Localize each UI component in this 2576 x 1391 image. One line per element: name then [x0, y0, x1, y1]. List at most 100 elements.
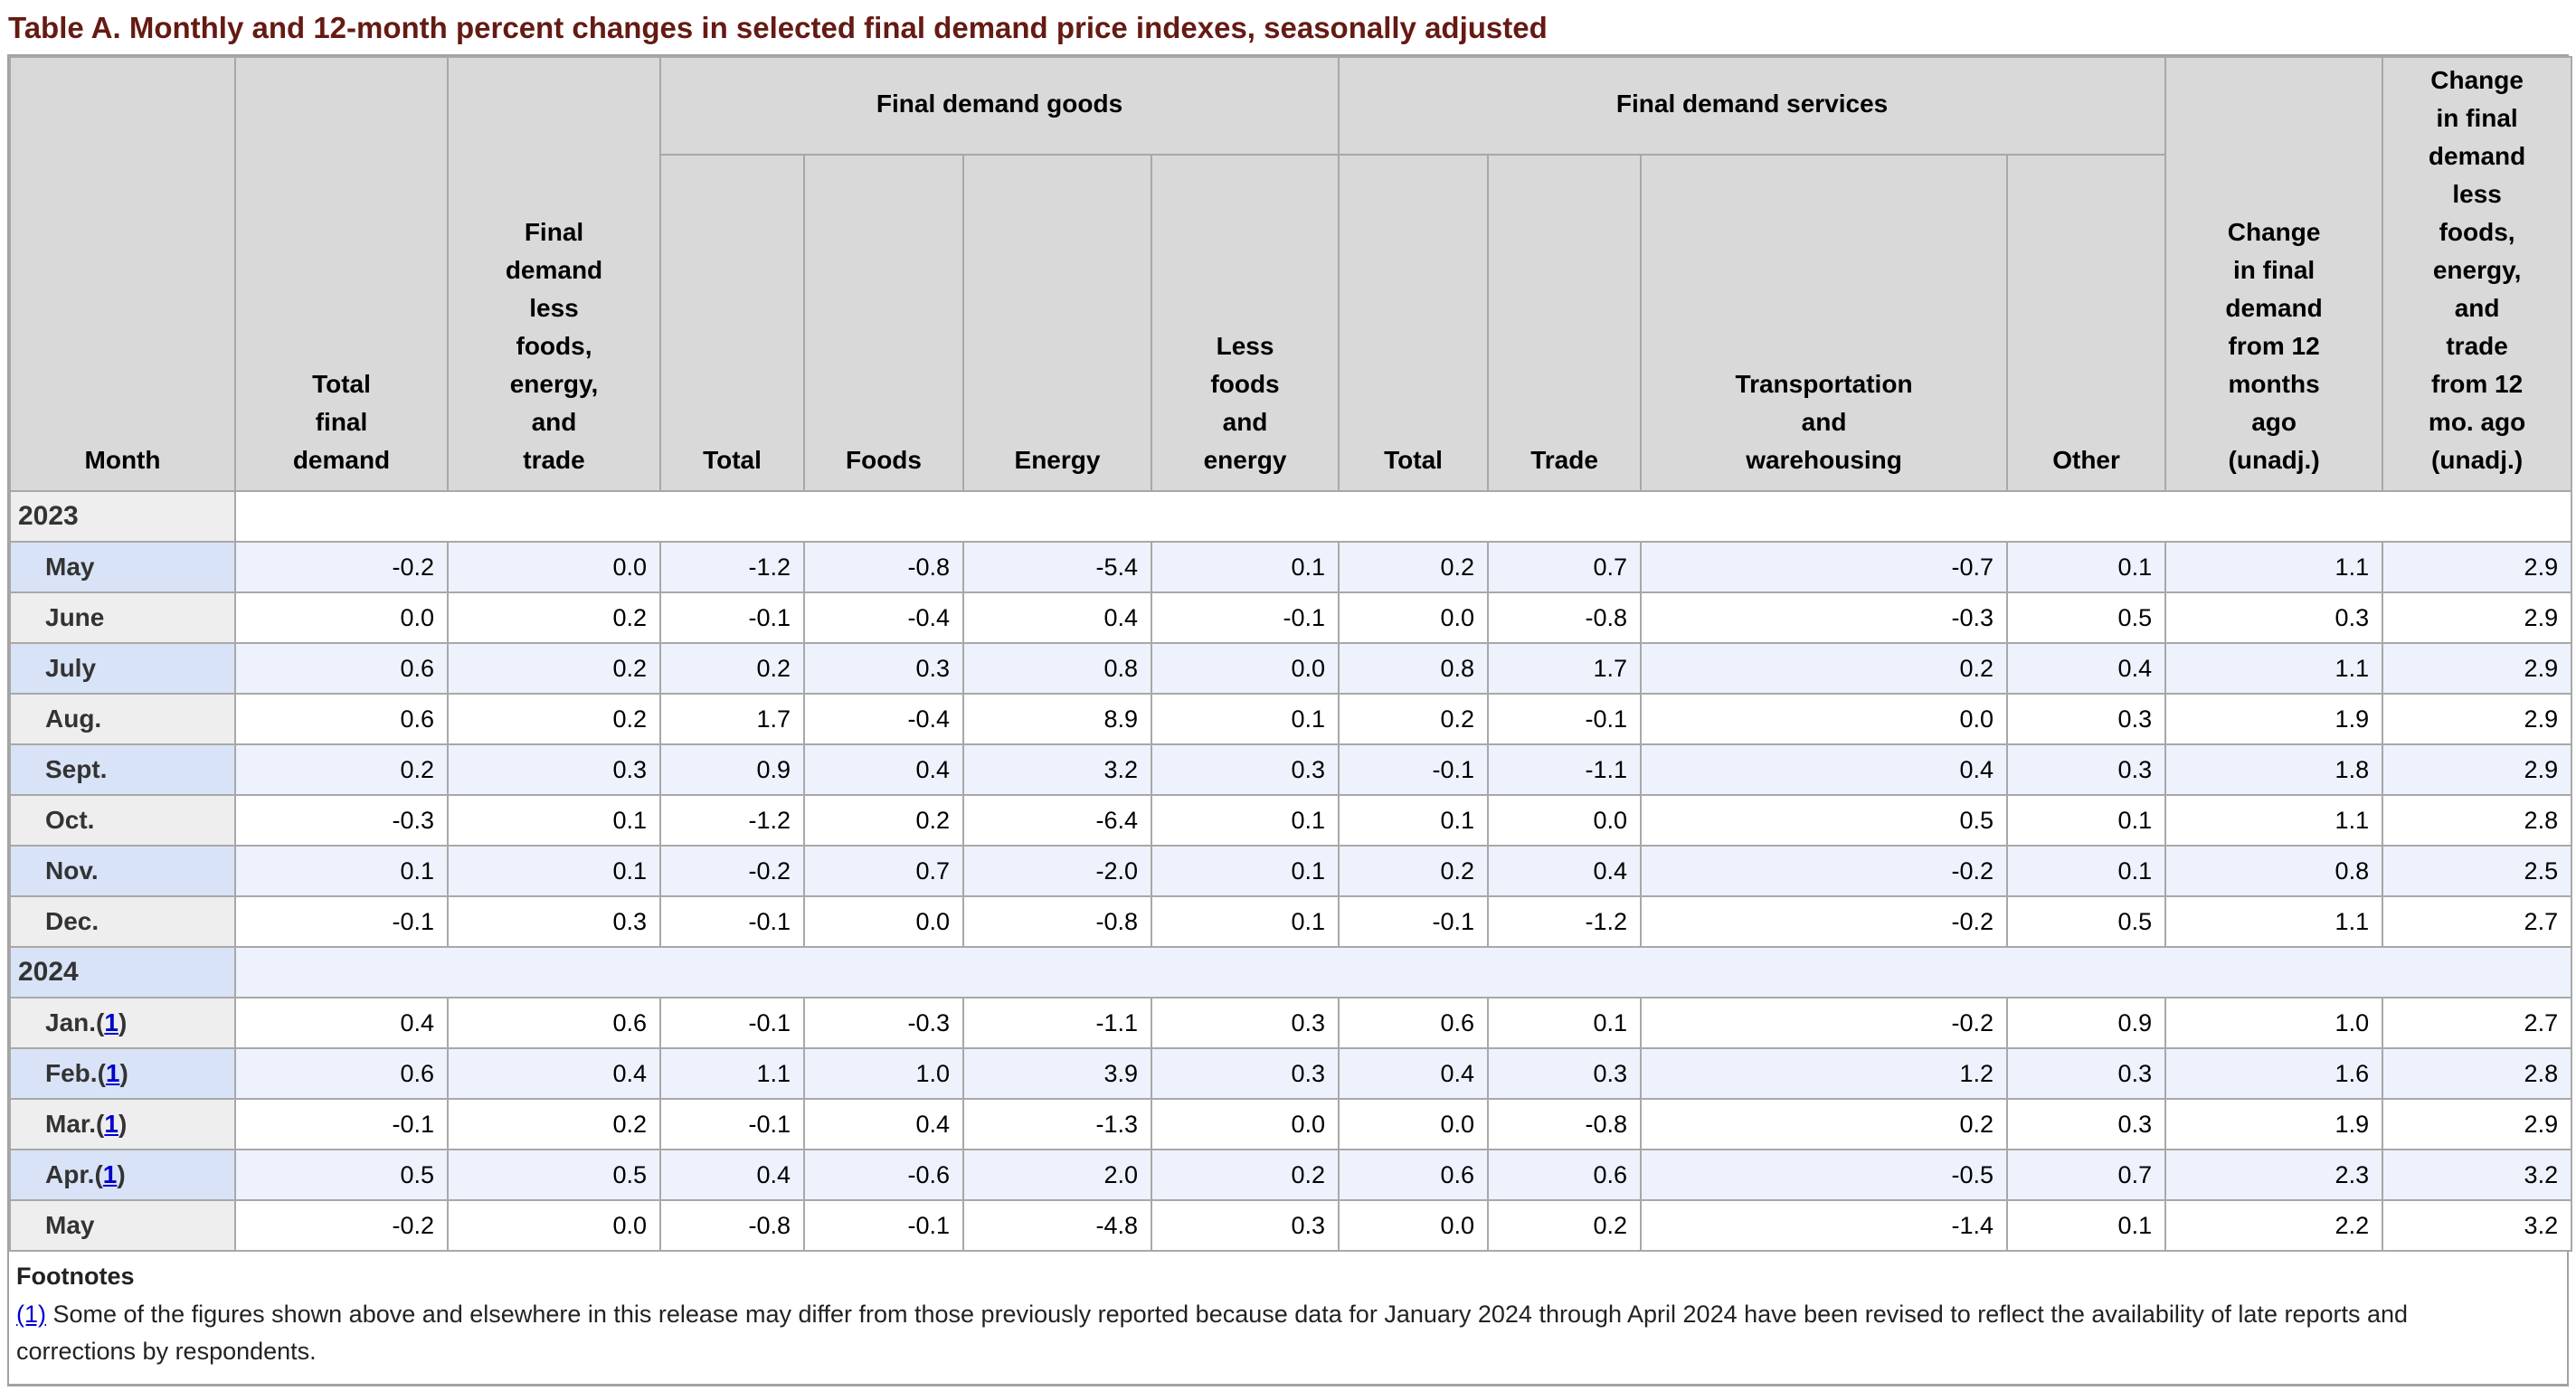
value-cell-june-2023-change-12mo: 0.3 [2164, 591, 2384, 644]
data-row-apr-2024: Apr.(1) 0.5 0.5 0.4 -0.6 2.0 0.2 0.6 0.6 -0.5 0.7 2… [9, 1149, 2573, 1201]
value-cell-may-2024-change-less-12mo: 3.2 [2382, 1199, 2573, 1252]
value-cell-jan-2024-services-trade: 0.1 [1487, 997, 1643, 1049]
row-header-feb-2024: Feb.(1) [9, 1047, 236, 1100]
value-cell-june-2023-goods-energy: 0.4 [962, 591, 1152, 644]
value-cell-jan-2024-change-less-12mo: 2.7 [2382, 997, 2573, 1049]
group-header-final-demand-goods: Final demand goods [658, 56, 1340, 156]
value-cell-july-2023-services-trade: 1.7 [1487, 642, 1643, 695]
data-row-dec-2023: Dec. -0.1 0.3 -0.1 0.0 -0.8 0.1 -0.1 -1.2 -0.2 0.5… [9, 895, 2573, 948]
col-header-total-final-demand: Total final demand [234, 56, 449, 492]
value-cell-feb-2024-less-foods-energy-trade: 0.4 [447, 1047, 661, 1100]
row-header-jan-2024: Jan.(1) [9, 997, 236, 1049]
value-cell-aug-2023-total-final-demand: 0.6 [234, 693, 449, 745]
value-cell-feb-2024-goods-less-foods-energy: 0.3 [1150, 1047, 1340, 1100]
data-row-may-2024: May -0.2 0.0 -0.8 -0.1 -4.8 0.3 0.0 0.2 -1.4 0.1 2.… [9, 1199, 2573, 1252]
value-cell-may-2024-goods-energy: -4.8 [962, 1199, 1152, 1252]
value-cell-may-2023-services-other: 0.1 [2006, 541, 2167, 593]
value-cell-oct-2023-goods-foods: 0.2 [803, 794, 964, 847]
footnote-ref-link-mar-2024[interactable]: 1 [104, 1110, 118, 1138]
value-cell-may-2024-services-transportation-warehousing: -1.4 [1640, 1199, 2009, 1252]
page-title: Table A. Monthly and 12-month percent ch… [8, 11, 1548, 44]
footnote-ref-link-jan-2024[interactable]: 1 [104, 1008, 118, 1036]
value-cell-sept-2023-change-12mo: 1.8 [2164, 743, 2384, 796]
value-cell-apr-2024-services-other: 0.7 [2006, 1149, 2167, 1201]
value-cell-dec-2023-services-other: 0.5 [2006, 895, 2167, 948]
value-cell-may-2023-goods-foods: -0.8 [803, 541, 964, 593]
value-cell-june-2023-services-other: 0.5 [2006, 591, 2167, 644]
value-cell-mar-2024-total-final-demand: -0.1 [234, 1098, 449, 1150]
value-cell-mar-2024-services-transportation-warehousing: 0.2 [1640, 1098, 2009, 1150]
value-cell-july-2023-less-foods-energy-trade: 0.2 [447, 642, 661, 695]
value-cell-dec-2023-services-transportation-warehousing: -0.2 [1640, 895, 2009, 948]
value-cell-oct-2023-total-final-demand: -0.3 [234, 794, 449, 847]
year-row-2024: 2024 [9, 946, 2573, 998]
value-cell-june-2023-goods-total: -0.1 [659, 591, 805, 644]
table-a-wrapper: Month Total final demand Final demand le… [7, 54, 2573, 1386]
value-cell-may-2023-services-trade: 0.7 [1487, 541, 1643, 593]
value-cell-oct-2023-services-trade: 0.0 [1487, 794, 1643, 847]
value-cell-may-2023-change-12mo: 1.1 [2164, 541, 2384, 593]
value-cell-feb-2024-change-less-12mo: 2.8 [2382, 1047, 2573, 1100]
value-cell-may-2024-total-final-demand: -0.2 [234, 1199, 449, 1252]
table-body: 2023 May -0.2 0.0 -1.2 -0.8 -5.4 0.1 0.2 0.7 -0.7 0… [9, 490, 2573, 1252]
value-cell-may-2024-change-12mo: 2.2 [2164, 1199, 2384, 1252]
value-cell-nov-2023-less-foods-energy-trade: 0.1 [447, 845, 661, 897]
value-cell-aug-2023-services-trade: -0.1 [1487, 693, 1643, 745]
value-cell-jan-2024-services-other: 0.9 [2006, 997, 2167, 1049]
header-group-row: Month Total final demand Final demand le… [9, 56, 2573, 492]
row-header-apr-2024: Apr.(1) [9, 1149, 236, 1201]
value-cell-july-2023-goods-foods: 0.3 [803, 642, 964, 695]
value-cell-may-2023-goods-less-foods-energy: 0.1 [1150, 541, 1340, 593]
value-cell-feb-2024-goods-foods: 1.0 [803, 1047, 964, 1100]
footnote-ref-link-feb-2024[interactable]: 1 [105, 1059, 120, 1087]
value-cell-oct-2023-change-12mo: 1.1 [2164, 794, 2384, 847]
value-cell-june-2023-goods-foods: -0.4 [803, 591, 964, 644]
value-cell-dec-2023-goods-total: -0.1 [659, 895, 805, 948]
footnote-ref-link-apr-2024[interactable]: 1 [102, 1160, 118, 1188]
value-cell-may-2023-services-total: 0.2 [1338, 541, 1490, 593]
value-cell-sept-2023-goods-energy: 3.2 [962, 743, 1152, 796]
value-cell-nov-2023-services-total: 0.2 [1338, 845, 1490, 897]
row-header-dec-2023: Dec. [9, 895, 236, 948]
value-cell-dec-2023-services-total: -0.1 [1338, 895, 1490, 948]
value-cell-may-2023-total-final-demand: -0.2 [234, 541, 449, 593]
value-cell-aug-2023-goods-foods: -0.4 [803, 693, 964, 745]
value-cell-mar-2024-goods-energy: -1.3 [962, 1098, 1152, 1150]
footnote-1-text: Some of the figures shown above and else… [16, 1301, 2409, 1365]
col-header-change-12mo: Change in final demand from 12 months ag… [2164, 56, 2384, 492]
year-row-2023: 2023 [9, 490, 2573, 543]
value-cell-nov-2023-goods-less-foods-energy: 0.1 [1150, 845, 1340, 897]
value-cell-apr-2024-services-transportation-warehousing: -0.5 [1640, 1149, 2009, 1201]
value-cell-jan-2024-services-total: 0.6 [1338, 997, 1490, 1049]
value-cell-nov-2023-change-less-12mo: 2.5 [2382, 845, 2573, 897]
value-cell-may-2024-services-trade: 0.2 [1487, 1199, 1643, 1252]
group-header-final-demand-services: Final demand services [1338, 56, 2167, 156]
value-cell-jan-2024-goods-total: -0.1 [659, 997, 805, 1049]
footnote-1-link[interactable]: (1) [16, 1301, 46, 1328]
value-cell-feb-2024-services-trade: 0.3 [1487, 1047, 1643, 1100]
value-cell-apr-2024-services-total: 0.6 [1338, 1149, 1490, 1201]
value-cell-july-2023-change-12mo: 1.1 [2164, 642, 2384, 695]
value-cell-apr-2024-less-foods-energy-trade: 0.5 [447, 1149, 661, 1201]
value-cell-oct-2023-less-foods-energy-trade: 0.1 [447, 794, 661, 847]
value-cell-oct-2023-change-less-12mo: 2.8 [2382, 794, 2573, 847]
col-header-services-other: Other [2006, 153, 2167, 493]
value-cell-feb-2024-services-other: 0.3 [2006, 1047, 2167, 1100]
value-cell-sept-2023-goods-less-foods-energy: 0.3 [1150, 743, 1340, 796]
value-cell-jan-2024-total-final-demand: 0.4 [234, 997, 449, 1049]
data-row-feb-2024: Feb.(1) 0.6 0.4 1.1 1.0 3.9 0.3 0.4 0.3 1.2 0.3 1.6… [9, 1047, 2573, 1100]
value-cell-dec-2023-services-trade: -1.2 [1487, 895, 1643, 948]
value-cell-june-2023-services-total: 0.0 [1338, 591, 1490, 644]
value-cell-sept-2023-total-final-demand: 0.2 [234, 743, 449, 796]
footnote-1: (1) Some of the figures shown above and … [16, 1296, 2554, 1369]
row-header-may-2024: May [9, 1199, 236, 1252]
value-cell-jan-2024-goods-less-foods-energy: 0.3 [1150, 997, 1340, 1049]
value-cell-june-2023-services-trade: -0.8 [1487, 591, 1643, 644]
value-cell-dec-2023-change-less-12mo: 2.7 [2382, 895, 2573, 948]
value-cell-may-2023-change-less-12mo: 2.9 [2382, 541, 2573, 593]
value-cell-dec-2023-goods-foods: 0.0 [803, 895, 964, 948]
value-cell-apr-2024-goods-energy: 2.0 [962, 1149, 1152, 1201]
value-cell-mar-2024-change-less-12mo: 2.9 [2382, 1098, 2573, 1150]
value-cell-oct-2023-goods-total: -1.2 [659, 794, 805, 847]
value-cell-nov-2023-services-trade: 0.4 [1487, 845, 1643, 897]
